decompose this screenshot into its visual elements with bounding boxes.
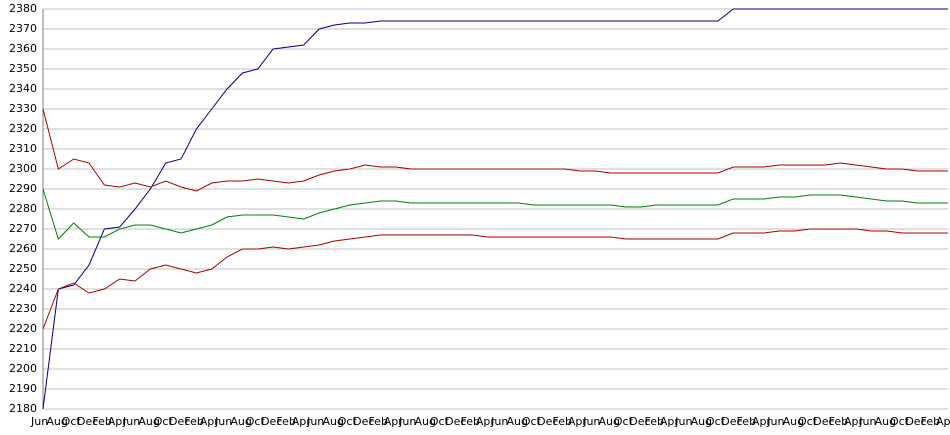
x-tick-label: Feb: [460, 415, 479, 428]
x-tick-label: Jun: [490, 415, 508, 428]
y-tick-label: 2220: [9, 322, 37, 335]
x-tick-label: Aug: [599, 415, 620, 428]
x-tick-label: Oct: [614, 415, 634, 428]
x-tick-label: Dec: [813, 415, 834, 428]
y-tick-label: 2310: [9, 142, 37, 155]
x-tick-label: Apr: [292, 415, 312, 428]
x-tick-label: Apr: [568, 415, 588, 428]
x-tick-label: Oct: [338, 415, 358, 428]
x-tick-label: Apr: [108, 415, 128, 428]
x-tick-label: Dec: [445, 415, 466, 428]
x-tick-label: Oct: [430, 415, 450, 428]
x-tick-label: Jun: [674, 415, 692, 428]
x-tick-label: Aug: [875, 415, 896, 428]
y-tick-label: 2290: [9, 182, 37, 195]
x-tick-label: Dec: [261, 415, 282, 428]
x-tick-label: Apr: [752, 415, 772, 428]
y-tick-label: 2190: [9, 382, 37, 395]
x-tick-label: Feb: [737, 415, 756, 428]
x-tick-label: Aug: [138, 415, 159, 428]
y-tick-label: 2320: [9, 122, 37, 135]
x-tick-label: Oct: [522, 415, 542, 428]
x-tick-label: Feb: [276, 415, 295, 428]
x-tick-label: Feb: [921, 415, 940, 428]
x-tick-label: Dec: [537, 415, 558, 428]
x-tick-label: Aug: [507, 415, 528, 428]
x-tick-label: Jun: [398, 415, 416, 428]
y-tick-label: 2380: [9, 2, 37, 15]
x-tick-label: Dec: [629, 415, 650, 428]
x-tick-label: Oct: [154, 415, 174, 428]
x-tick-label: Feb: [184, 415, 203, 428]
x-tick-label: Aug: [230, 415, 251, 428]
x-tick-label: Apr: [844, 415, 864, 428]
x-tick-label: Oct: [706, 415, 726, 428]
x-tick-label: Jun: [122, 415, 140, 428]
series-line: [42, 228, 948, 330]
y-tick-label: 2230: [9, 302, 37, 315]
series-line: [42, 8, 948, 410]
x-tick-label: Feb: [92, 415, 111, 428]
x-tick-label: Oct: [246, 415, 266, 428]
y-tick-label: 2280: [9, 202, 37, 215]
x-tick-label: Apr: [936, 415, 950, 428]
x-tick-label: Feb: [829, 415, 848, 428]
y-tick-label: 2210: [9, 342, 37, 355]
y-tick-label: 2260: [9, 242, 37, 255]
x-tick-label: Jun: [30, 415, 48, 428]
x-tick-label: Dec: [77, 415, 98, 428]
y-tick-label: 2370: [9, 22, 37, 35]
x-tick-label: Apr: [200, 415, 220, 428]
y-tick-label: 2180: [9, 402, 37, 415]
x-tick-label: Oct: [798, 415, 818, 428]
y-tick-label: 2360: [9, 42, 37, 55]
x-tick-label: Feb: [368, 415, 387, 428]
x-tick-label: Jun: [306, 415, 324, 428]
y-tick-label: 2200: [9, 362, 37, 375]
x-tick-label: Jun: [214, 415, 232, 428]
x-tick-label: Feb: [645, 415, 664, 428]
series-line: [42, 108, 948, 192]
x-tick-label: Apr: [476, 415, 496, 428]
x-tick-label: Aug: [691, 415, 712, 428]
x-tick-label: Apr: [660, 415, 680, 428]
x-tick-label: Oct: [890, 415, 910, 428]
x-tick-label: Jun: [766, 415, 784, 428]
x-tick-label: Aug: [414, 415, 435, 428]
series-line: [42, 188, 948, 240]
y-tick-label: 2250: [9, 262, 37, 275]
x-tick-label: Dec: [169, 415, 190, 428]
x-tick-label: Aug: [322, 415, 343, 428]
y-tick-label: 2330: [9, 102, 37, 115]
x-tick-label: Aug: [783, 415, 804, 428]
y-tick-label: 2240: [9, 282, 37, 295]
x-tick-label: Dec: [721, 415, 742, 428]
y-tick-label: 2340: [9, 82, 37, 95]
y-tick-label: 2350: [9, 62, 37, 75]
x-tick-label: Feb: [553, 415, 572, 428]
y-tick-label: 2300: [9, 162, 37, 175]
x-tick-label: Jun: [582, 415, 600, 428]
x-tick-label: Apr: [384, 415, 404, 428]
x-tick-label: Oct: [62, 415, 82, 428]
x-tick-label: Dec: [353, 415, 374, 428]
x-tick-label: Aug: [46, 415, 67, 428]
x-tick-label: Jun: [858, 415, 876, 428]
x-tick-label: Dec: [905, 415, 926, 428]
y-tick-label: 2270: [9, 222, 37, 235]
